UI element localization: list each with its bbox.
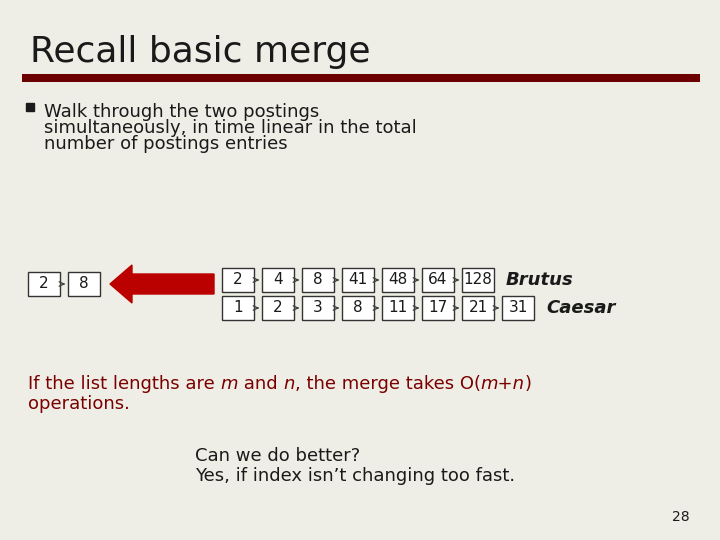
Bar <box>422 296 454 320</box>
Bar <box>422 268 454 292</box>
Bar <box>302 296 334 320</box>
Text: operations.: operations. <box>28 395 130 413</box>
Text: Recall basic merge: Recall basic merge <box>30 35 371 69</box>
Bar <box>222 268 254 292</box>
Text: 8: 8 <box>354 300 363 315</box>
Bar <box>262 268 294 292</box>
Text: ): ) <box>525 375 532 393</box>
Bar <box>222 296 254 320</box>
Text: 4: 4 <box>273 273 283 287</box>
Text: m+n: m+n <box>481 375 525 393</box>
Text: Yes, if index isn’t changing too fast.: Yes, if index isn’t changing too fast. <box>195 467 515 485</box>
Bar <box>302 268 334 292</box>
Text: 2: 2 <box>273 300 283 315</box>
Text: 3: 3 <box>313 300 323 315</box>
Text: Walk through the two postings: Walk through the two postings <box>44 103 319 121</box>
Text: 8: 8 <box>79 276 89 292</box>
Bar <box>342 268 374 292</box>
Bar <box>28 272 60 296</box>
Bar <box>502 296 534 320</box>
Bar <box>382 268 414 292</box>
Text: 21: 21 <box>469 300 487 315</box>
Text: 128: 128 <box>464 273 492 287</box>
Text: 48: 48 <box>388 273 408 287</box>
Bar <box>462 268 494 292</box>
Text: and: and <box>238 375 284 393</box>
Text: Brutus: Brutus <box>506 271 574 289</box>
Text: 41: 41 <box>348 273 368 287</box>
Bar <box>262 296 294 320</box>
FancyArrow shape <box>110 265 214 303</box>
Text: 28: 28 <box>672 510 690 524</box>
Text: n: n <box>284 375 294 393</box>
Text: 64: 64 <box>428 273 448 287</box>
Text: m: m <box>220 375 238 393</box>
Text: Caesar: Caesar <box>546 299 616 317</box>
Text: , the merge takes O(: , the merge takes O( <box>294 375 481 393</box>
Text: 2: 2 <box>233 273 243 287</box>
Bar <box>22 74 700 82</box>
Text: Can we do better?: Can we do better? <box>195 447 360 465</box>
Text: 11: 11 <box>388 300 408 315</box>
Text: 31: 31 <box>508 300 528 315</box>
Text: If the list lengths are: If the list lengths are <box>28 375 220 393</box>
Bar <box>68 272 100 296</box>
Text: 17: 17 <box>428 300 448 315</box>
Bar <box>462 296 494 320</box>
Text: number of postings entries: number of postings entries <box>44 135 287 153</box>
Text: 8: 8 <box>313 273 323 287</box>
Text: simultaneously, in time linear in the total: simultaneously, in time linear in the to… <box>44 119 417 137</box>
Text: 2: 2 <box>39 276 49 292</box>
Bar <box>342 296 374 320</box>
Bar <box>382 296 414 320</box>
Text: 1: 1 <box>233 300 243 315</box>
